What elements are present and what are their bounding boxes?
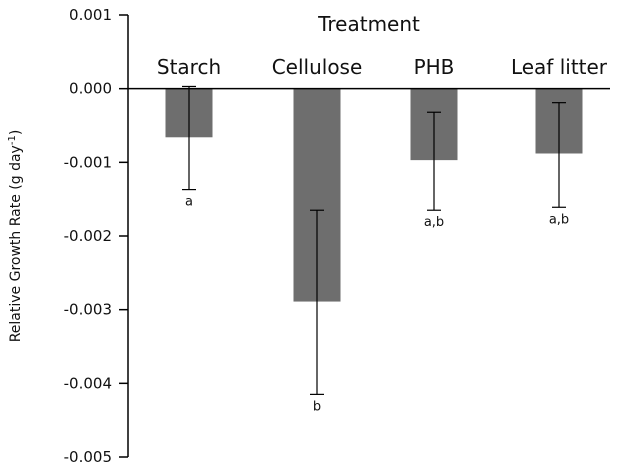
significance-label: a bbox=[185, 195, 193, 210]
error-bar bbox=[182, 85, 196, 191]
y-axis-title-main: Relative Growth Rate (g day bbox=[8, 145, 24, 342]
y-tick-label: -0.004 bbox=[64, 374, 112, 392]
bars bbox=[165, 85, 583, 395]
category-label: PHB bbox=[414, 55, 455, 79]
y-axis-title: Relative Growth Rate (g day-1) bbox=[7, 130, 25, 343]
error-bar bbox=[552, 102, 566, 208]
category-label: Cellulose bbox=[272, 55, 363, 79]
significance-label: b bbox=[313, 399, 321, 414]
error-bar bbox=[310, 209, 324, 395]
y-tick-label: -0.005 bbox=[64, 448, 112, 466]
y-tick-label: -0.003 bbox=[64, 301, 112, 319]
y-axis-title-close: ) bbox=[8, 130, 24, 135]
significance-label: a,b bbox=[424, 215, 444, 230]
significance-labels: a b a,b a,b bbox=[185, 195, 569, 415]
category-label: Leaf litter bbox=[511, 55, 608, 79]
category-labels: Starch Cellulose PHB Leaf litter bbox=[157, 55, 608, 79]
y-tick-label: 0.000 bbox=[69, 80, 112, 98]
y-ticks: 0.001 0.000 -0.001 -0.002 -0.003 -0.004 -0.005 bbox=[64, 6, 128, 466]
y-tick-label: -0.002 bbox=[64, 227, 112, 245]
error-bar bbox=[427, 111, 441, 211]
y-tick-label: -0.001 bbox=[64, 153, 112, 171]
y-tick-label: 0.001 bbox=[69, 6, 112, 24]
chart-title: Treatment bbox=[317, 12, 420, 36]
y-axis-title-superscript: -1 bbox=[7, 135, 18, 145]
significance-label: a,b bbox=[549, 212, 569, 227]
category-label: Starch bbox=[157, 55, 221, 79]
